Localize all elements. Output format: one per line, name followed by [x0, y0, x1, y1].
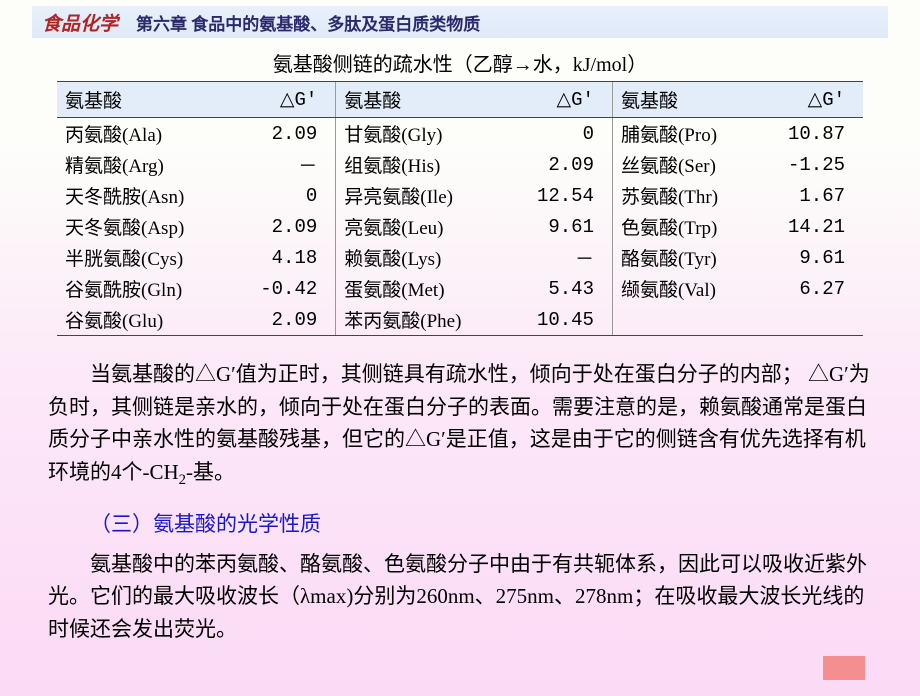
para1-sub: 2	[179, 472, 186, 488]
paragraph-hydrophobicity: 当氨基酸的△G′值为正时，其侧链具有疏水性，倾向于处在蛋白分子的内部； △G′为…	[48, 358, 872, 492]
amino-dg: 2.09	[229, 118, 335, 150]
col1-header-amino: 氨基酸	[57, 82, 229, 118]
amino-dg: 10.87	[757, 118, 863, 150]
header-chapter: 第六章 食品中的氨基酸、多肽及蛋白质类物质	[136, 10, 480, 35]
col3-header-amino: 氨基酸	[612, 82, 757, 118]
amino-name: 苯丙氨酸(Phe)	[336, 304, 506, 336]
para1-pre: 当氨基酸的△G′值为正时，其侧链具有疏水性，倾向于处在蛋白分子的内部； △G′为…	[48, 362, 870, 484]
table-row: 谷氨酰胺(Gln)-0.42蛋氨酸(Met)5.43缬氨酸(Val)6.27	[57, 273, 863, 304]
col2-header-dg: △G′	[506, 82, 612, 118]
hydrophobicity-table: 氨基酸 △G′ 氨基酸 △G′ 氨基酸 △G′ 丙氨酸(Ala)2.09甘氨酸(…	[57, 81, 863, 336]
corner-decoration	[823, 656, 865, 680]
amino-name: 脯氨酸(Pro)	[612, 118, 757, 150]
amino-dg: 9.61	[757, 242, 863, 273]
amino-name: 精氨酸(Arg)	[57, 149, 229, 180]
amino-name: 色氨酸(Trp)	[612, 211, 757, 242]
col3-header-dg: △G′	[757, 82, 863, 118]
amino-name: 缬氨酸(Val)	[612, 273, 757, 304]
page-header: 食品化学 第六章 食品中的氨基酸、多肽及蛋白质类物质	[32, 6, 888, 38]
amino-name: 天冬氨酸(Asp)	[57, 211, 229, 242]
table-header-row: 氨基酸 △G′ 氨基酸 △G′ 氨基酸 △G′	[57, 82, 863, 118]
amino-dg: 0	[229, 180, 335, 211]
amino-dg: 1.67	[757, 180, 863, 211]
amino-dg: 10.45	[506, 304, 612, 336]
para1-post: -基。	[186, 460, 235, 484]
amino-dg: 6.27	[757, 273, 863, 304]
amino-dg: 9.61	[506, 211, 612, 242]
amino-name: 蛋氨酸(Met)	[336, 273, 506, 304]
amino-dg: －	[229, 149, 335, 180]
table-title: 氨基酸侧链的疏水性（乙醇→水，kJ/mol）	[0, 48, 920, 77]
amino-dg: -0.42	[229, 273, 335, 304]
amino-dg: 14.21	[757, 211, 863, 242]
amino-dg: 2.09	[229, 211, 335, 242]
amino-name: 甘氨酸(Gly)	[336, 118, 506, 150]
amino-dg: 4.18	[229, 242, 335, 273]
header-subject: 食品化学	[42, 9, 118, 36]
amino-dg: 5.43	[506, 273, 612, 304]
amino-name: 谷氨酰胺(Gln)	[57, 273, 229, 304]
amino-name: 谷氨酸(Glu)	[57, 304, 229, 336]
section-heading-optical: （三）氨基酸的光学性质	[48, 508, 872, 538]
table-row: 半胱氨酸(Cys)4.18赖氨酸(Lys)－酪氨酸(Tyr)9.61	[57, 242, 863, 273]
table-row: 谷氨酸(Glu)2.09苯丙氨酸(Phe)10.45	[57, 304, 863, 336]
amino-name: 酪氨酸(Tyr)	[612, 242, 757, 273]
paragraph-optical: 氨基酸中的苯丙氨酸、酪氨酸、色氨酸分子中由于有共轭体系，因此可以吸收近紫外光。它…	[48, 548, 872, 646]
amino-name: 赖氨酸(Lys)	[336, 242, 506, 273]
table-row: 丙氨酸(Ala)2.09甘氨酸(Gly)0脯氨酸(Pro)10.87	[57, 118, 863, 150]
amino-name: 组氨酸(His)	[336, 149, 506, 180]
amino-name: 半胱氨酸(Cys)	[57, 242, 229, 273]
amino-name: 丝氨酸(Ser)	[612, 149, 757, 180]
amino-dg: －	[506, 242, 612, 273]
amino-name	[612, 304, 757, 336]
amino-dg: 2.09	[506, 149, 612, 180]
col1-header-dg: △G′	[229, 82, 335, 118]
amino-dg: -1.25	[757, 149, 863, 180]
amino-name: 苏氨酸(Thr)	[612, 180, 757, 211]
table-row: 天冬酰胺(Asn)0异亮氨酸(Ile)12.54苏氨酸(Thr)1.67	[57, 180, 863, 211]
amino-dg	[757, 304, 863, 336]
amino-dg: 12.54	[506, 180, 612, 211]
table-row: 天冬氨酸(Asp)2.09亮氨酸(Leu)9.61色氨酸(Trp)14.21	[57, 211, 863, 242]
amino-name: 亮氨酸(Leu)	[336, 211, 506, 242]
amino-name: 丙氨酸(Ala)	[57, 118, 229, 150]
amino-dg: 2.09	[229, 304, 335, 336]
amino-dg: 0	[506, 118, 612, 150]
col2-header-amino: 氨基酸	[336, 82, 506, 118]
table-row: 精氨酸(Arg)－组氨酸(His)2.09丝氨酸(Ser)-1.25	[57, 149, 863, 180]
amino-name: 天冬酰胺(Asn)	[57, 180, 229, 211]
amino-name: 异亮氨酸(Ile)	[336, 180, 506, 211]
